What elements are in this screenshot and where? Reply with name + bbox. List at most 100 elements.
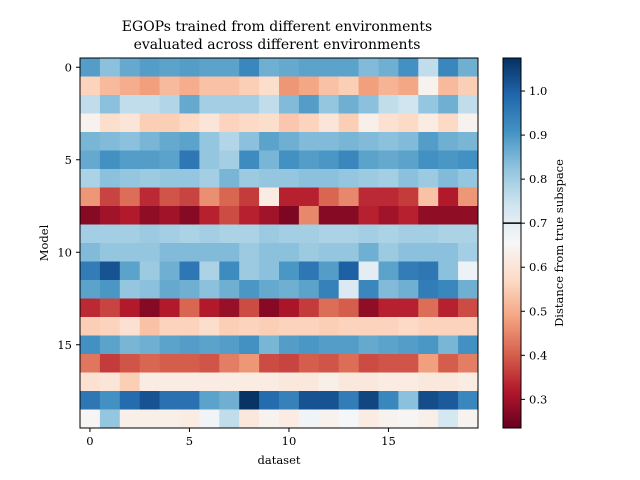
heatmap-cell bbox=[199, 354, 220, 373]
heatmap-cell bbox=[378, 187, 399, 207]
heatmap-cell bbox=[99, 206, 121, 225]
heatmap-cell bbox=[398, 261, 419, 281]
heatmap-cell bbox=[259, 224, 280, 244]
heatmap-cell bbox=[338, 224, 359, 244]
heatmap-cell bbox=[279, 261, 300, 281]
colorbar-tick-label: 0.6 bbox=[529, 260, 547, 274]
heatmap-cell bbox=[418, 298, 439, 318]
heatmap-cell bbox=[279, 372, 300, 392]
y-tick-label: 10 bbox=[57, 245, 72, 259]
heatmap-cell bbox=[279, 113, 300, 133]
heatmap-cell bbox=[358, 280, 379, 299]
heatmap-cell bbox=[239, 224, 260, 244]
heatmap-cell bbox=[219, 58, 240, 77]
heatmap-cell bbox=[259, 206, 280, 225]
heatmap-cell bbox=[219, 187, 240, 207]
heatmap-cell bbox=[298, 280, 320, 299]
heatmap-cell bbox=[338, 409, 359, 429]
heatmap-cell bbox=[398, 372, 419, 392]
heatmap-cell bbox=[199, 224, 220, 244]
heatmap-cell bbox=[139, 76, 160, 96]
heatmap-cell bbox=[80, 95, 101, 114]
heatmap-cell bbox=[418, 391, 439, 410]
heatmap-cell bbox=[378, 243, 399, 262]
heatmap-cell bbox=[179, 150, 200, 170]
heatmap-cell bbox=[338, 354, 359, 373]
heatmap-cell bbox=[358, 58, 379, 77]
heatmap-cell bbox=[438, 187, 459, 207]
heatmap-cell bbox=[80, 317, 101, 336]
heatmap-cell bbox=[99, 354, 121, 373]
heatmap-cell bbox=[378, 169, 399, 188]
heatmap-cell bbox=[378, 224, 399, 244]
heatmap-cell bbox=[298, 224, 320, 244]
heatmap-cell bbox=[159, 150, 180, 170]
heatmap-cell bbox=[438, 409, 459, 429]
heatmap-cell bbox=[438, 224, 459, 244]
heatmap-cell bbox=[239, 169, 260, 188]
heatmap-cell bbox=[378, 280, 399, 299]
heatmap-cell bbox=[298, 261, 320, 281]
heatmap-cell bbox=[338, 317, 359, 336]
heatmap-cell bbox=[438, 243, 459, 262]
heatmap-cell bbox=[80, 206, 101, 225]
heatmap-cell bbox=[119, 280, 141, 299]
heatmap-cell bbox=[418, 113, 439, 133]
heatmap-cell bbox=[458, 261, 479, 281]
heatmap-cell bbox=[80, 132, 101, 151]
heatmap-cell bbox=[358, 335, 379, 355]
heatmap-cell bbox=[219, 354, 240, 373]
heatmap-cell bbox=[458, 409, 479, 429]
heatmap-cell bbox=[159, 409, 180, 429]
heatmap-cell bbox=[179, 132, 200, 151]
y-tick-label: 15 bbox=[57, 338, 72, 352]
heatmap-cell bbox=[458, 76, 479, 96]
heatmap-cell bbox=[99, 169, 121, 188]
heatmap-cell bbox=[159, 58, 180, 77]
heatmap-cell bbox=[239, 132, 260, 151]
heatmap-cell bbox=[119, 206, 141, 225]
heatmap-cell bbox=[199, 76, 220, 96]
heatmap-cell bbox=[458, 58, 479, 77]
heatmap-cell bbox=[438, 298, 459, 318]
heatmap-cell bbox=[298, 95, 320, 114]
heatmap-cell bbox=[458, 335, 479, 355]
heatmap-cell bbox=[398, 187, 419, 207]
heatmap-cell bbox=[398, 298, 419, 318]
heatmap-cell bbox=[239, 298, 260, 318]
heatmap-cell bbox=[259, 354, 280, 373]
heatmap-cell bbox=[119, 187, 141, 207]
heatmap-cell bbox=[199, 335, 220, 355]
heatmap-cell bbox=[318, 150, 340, 170]
heatmap-cell bbox=[80, 76, 101, 96]
heatmap-cell bbox=[159, 132, 180, 151]
heatmap-cell bbox=[438, 76, 459, 96]
heatmap-cell bbox=[298, 150, 320, 170]
heatmap-cell bbox=[159, 243, 180, 262]
heatmap-cell bbox=[219, 224, 240, 244]
heatmap-cell bbox=[179, 354, 200, 373]
heatmap-cell bbox=[318, 206, 340, 225]
heatmap-cell bbox=[398, 95, 419, 114]
heatmap-cell bbox=[80, 354, 101, 373]
heatmap-cell bbox=[179, 298, 200, 318]
heatmap-cell bbox=[318, 187, 340, 207]
heatmap-cell bbox=[99, 95, 121, 114]
heatmap-cell bbox=[338, 187, 359, 207]
heatmap-cell bbox=[298, 187, 320, 207]
heatmap-cell bbox=[199, 169, 220, 188]
heatmap-cell bbox=[298, 58, 320, 77]
colorbar-tick-label: 0.3 bbox=[529, 392, 547, 406]
heatmap-cell bbox=[338, 169, 359, 188]
heatmap-cell bbox=[418, 187, 439, 207]
heatmap-cell bbox=[458, 280, 479, 299]
colorbar-tick-label: 1.0 bbox=[529, 84, 547, 98]
heatmap-cell bbox=[239, 187, 260, 207]
heatmap-cell bbox=[378, 76, 399, 96]
heatmap-cell bbox=[219, 206, 240, 225]
heatmap-cell bbox=[119, 261, 141, 281]
heatmap-cell bbox=[119, 335, 141, 355]
heatmap-cell bbox=[239, 317, 260, 336]
heatmap-cell bbox=[438, 372, 459, 392]
